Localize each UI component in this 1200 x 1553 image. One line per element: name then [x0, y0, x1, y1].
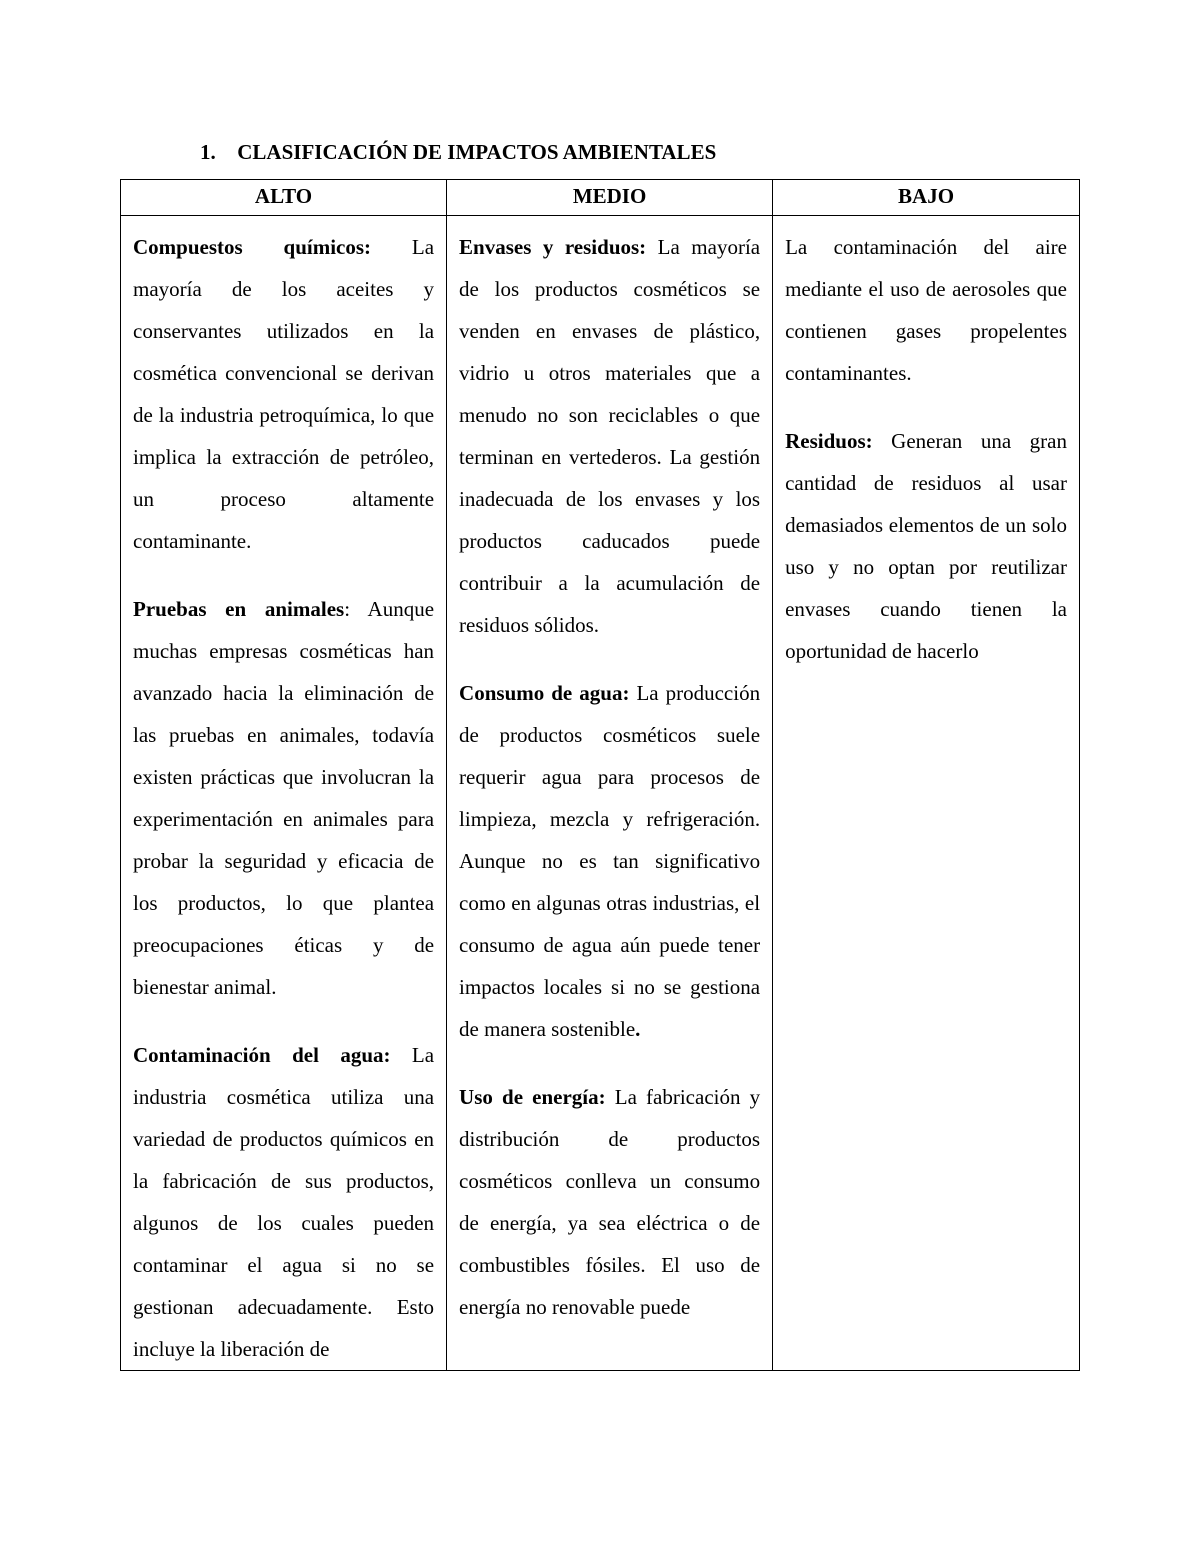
bajo-aire: La contaminación del aire mediante el us… [785, 226, 1067, 394]
col-header-alto: ALTO [121, 180, 447, 216]
medio-agua-text: La producción de productos cosméticos su… [459, 681, 760, 1041]
medio-agua-trail: . [635, 1017, 640, 1041]
medio-energia-text: La fabricación y distribución de product… [459, 1085, 760, 1319]
bajo-residuos: Residuos: Generan una gran cantidad de r… [785, 420, 1067, 672]
table-header-row: ALTO MEDIO BAJO [121, 180, 1080, 216]
alto-pruebas-label: Pruebas en animales [133, 597, 344, 621]
alto-contaminacion: Contaminación del agua: La industria cos… [133, 1034, 434, 1370]
bajo-residuos-label: Residuos: [785, 429, 873, 453]
alto-compuestos: Compuestos químicos: La mayoría de los a… [133, 226, 434, 562]
medio-envases: Envases y residuos: La mayoría de los pr… [459, 226, 760, 646]
impact-classification-table: ALTO MEDIO BAJO Compuestos químicos: La … [120, 179, 1080, 1371]
medio-envases-label: Envases y residuos: [459, 235, 646, 259]
medio-energia-label: Uso de energía: [459, 1085, 606, 1109]
alto-pruebas-text: : Aunque muchas empresas cosméticas han … [133, 597, 434, 999]
cell-medio: Envases y residuos: La mayoría de los pr… [447, 216, 773, 1371]
alto-compuestos-text: La mayoría de los aceites y conservantes… [133, 235, 434, 553]
alto-contaminacion-label: Contaminación del agua: [133, 1043, 391, 1067]
alto-contaminacion-text: La industria cosmética utiliza una varie… [133, 1043, 434, 1361]
cell-bajo: La contaminación del aire mediante el us… [773, 216, 1080, 1371]
col-header-medio: MEDIO [447, 180, 773, 216]
page-heading: 1. CLASIFICACIÓN DE IMPACTOS AMBIENTALES [120, 140, 1080, 165]
heading-title: CLASIFICACIÓN DE IMPACTOS AMBIENTALES [237, 140, 716, 164]
medio-agua: Consumo de agua: La producción de produc… [459, 672, 760, 1050]
alto-compuestos-label: Compuestos químicos: [133, 235, 371, 259]
medio-energia: Uso de energía: La fabricación y distrib… [459, 1076, 760, 1328]
bajo-residuos-text: Generan una gran cantidad de residuos al… [785, 429, 1067, 663]
heading-number: 1. [200, 140, 232, 165]
bajo-aire-text: La contaminación del aire mediante el us… [785, 235, 1067, 385]
alto-pruebas: Pruebas en animales: Aunque muchas empre… [133, 588, 434, 1008]
cell-alto: Compuestos químicos: La mayoría de los a… [121, 216, 447, 1371]
medio-agua-label: Consumo de agua: [459, 681, 629, 705]
medio-envases-text: La mayoría de los productos cosméticos s… [459, 235, 760, 637]
table-body-row: Compuestos químicos: La mayoría de los a… [121, 216, 1080, 1371]
col-header-bajo: BAJO [773, 180, 1080, 216]
